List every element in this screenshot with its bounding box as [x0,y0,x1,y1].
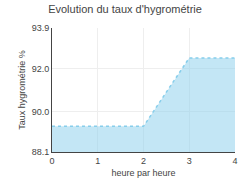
svg-text:heure par heure: heure par heure [111,168,175,178]
svg-text:3: 3 [187,156,192,166]
svg-text:93.9: 93.9 [32,23,50,33]
svg-text:0: 0 [49,156,54,166]
svg-text:2: 2 [141,156,146,166]
svg-text:1: 1 [95,156,100,166]
svg-text:88.1: 88.1 [32,147,50,157]
svg-text:Evolution du taux d'hygrométri: Evolution du taux d'hygrométrie [48,3,202,15]
svg-text:92.0: 92.0 [32,64,50,74]
svg-text:Taux hygrométrie %: Taux hygrométrie % [17,50,27,130]
svg-text:90.0: 90.0 [32,107,50,117]
svg-text:4: 4 [232,156,237,166]
